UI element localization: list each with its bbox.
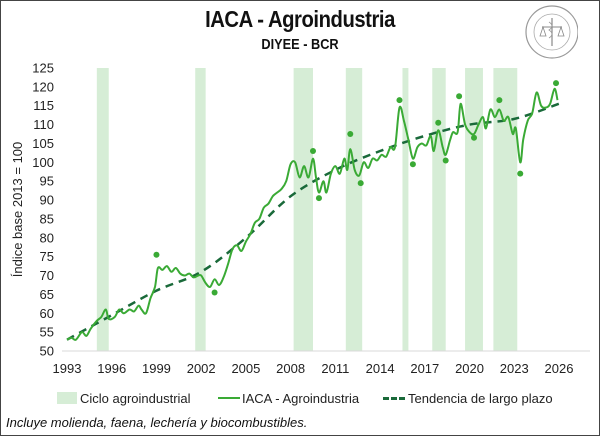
cycle-band (493, 68, 518, 351)
x-tick-label: 2008 (276, 361, 305, 376)
cycle-band (345, 68, 363, 351)
y-tick-label: 75 (40, 249, 54, 264)
cycle-band (465, 68, 483, 351)
legend-swatch-band (57, 392, 77, 404)
y-tick-label: 90 (40, 193, 54, 208)
y-tick-label: 50 (40, 344, 54, 359)
chart-title: IACA - Agroindustria (205, 6, 395, 32)
cycle-point (496, 97, 503, 104)
cycle-point (553, 80, 560, 87)
cycle-point (396, 97, 403, 104)
chart-subtitle: DIYEE - BCR (261, 36, 339, 53)
x-tick-label: 1993 (53, 361, 82, 376)
cycle-point (347, 131, 354, 138)
cycle-point (357, 180, 364, 187)
chart-legend: Ciclo agroindustrial IACA - Agroindustri… (0, 389, 600, 407)
legend-label-cycle: Ciclo agroindustrial (80, 390, 191, 406)
cycle-point (153, 251, 160, 258)
x-tick-label: 1999 (142, 361, 171, 376)
x-tick-label: 2014 (366, 361, 395, 376)
x-tick-label: 2026 (545, 361, 574, 376)
x-tick-label: 2011 (321, 361, 349, 376)
iaca-series-line (66, 87, 559, 341)
bcr-logo-icon (525, 5, 578, 59)
legend-item-iaca: IACA - Agroindustria (218, 389, 359, 407)
legend-item-trend: Tendencia de largo plazo (383, 389, 553, 407)
trend-line (66, 102, 560, 341)
x-tick-label: 2023 (500, 361, 529, 376)
legend-swatch-dash (383, 396, 405, 400)
footnote: Incluye molienda, faena, lechería y bioc… (6, 415, 308, 430)
y-tick-label: 115 (33, 98, 54, 113)
cycle-point (211, 289, 218, 296)
cycle-band (96, 68, 109, 351)
cycle-point (315, 195, 322, 202)
y-tick-label: 85 (40, 211, 54, 226)
y-tick-label: 60 (40, 306, 54, 321)
y-tick-label: 120 (32, 79, 54, 94)
y-tick-label: 110 (33, 117, 54, 132)
cycle-point (471, 134, 478, 141)
y-tick-label: 105 (32, 136, 54, 151)
x-tick-label: 2002 (187, 361, 216, 376)
x-tick-label: 2020 (455, 361, 484, 376)
legend-label-trend: Tendencia de largo plazo (408, 390, 553, 406)
cycle-point (435, 119, 442, 126)
x-tick-label: 1996 (97, 361, 126, 376)
cycle-band (402, 68, 409, 351)
cycle-point (442, 157, 449, 164)
x-tick-label: 2017 (410, 361, 439, 376)
y-tick-label: 100 (32, 155, 54, 170)
cycle-point (409, 161, 416, 168)
legend-label-iaca: IACA - Agroindustria (242, 390, 360, 406)
y-tick-label: 95 (40, 174, 54, 189)
y-tick-label: 125 (32, 61, 54, 76)
cycle-point (517, 170, 524, 177)
x-tick-label: 2005 (231, 361, 260, 376)
cycle-band (432, 68, 446, 351)
cycle-point (310, 148, 316, 155)
y-tick-label: 55 (40, 325, 54, 340)
legend-item-cycle: Ciclo agroindustrial (57, 389, 191, 407)
y-tick-label: 65 (40, 287, 54, 302)
y-tick-label: 80 (40, 230, 54, 245)
y-tick-label: 70 (40, 268, 54, 283)
legend-swatch-line (218, 397, 240, 399)
cycle-band (293, 68, 313, 351)
cycle-band (195, 68, 206, 351)
y-axis-label: Índice base 2013 = 100 (10, 142, 25, 278)
cycle-point (456, 93, 463, 100)
